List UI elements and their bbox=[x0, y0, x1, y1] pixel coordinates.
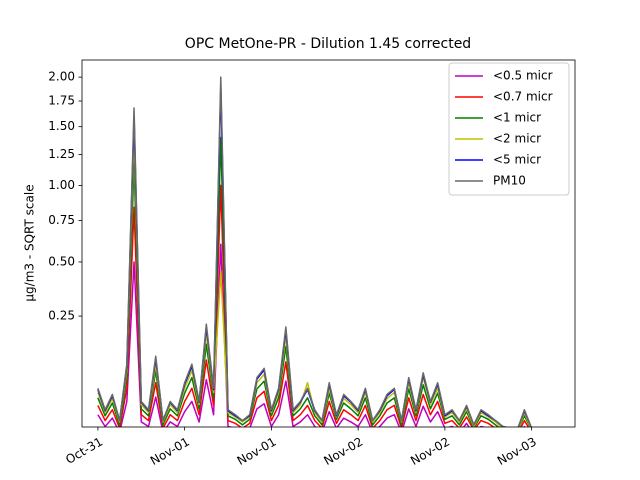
y-tick-label: 1.75 bbox=[48, 94, 75, 108]
y-tick-label: 1.50 bbox=[48, 119, 75, 133]
legend-label: <1 micr bbox=[493, 111, 541, 125]
series-line bbox=[97, 184, 530, 427]
axes-frame bbox=[81, 59, 576, 428]
y-tick-label: 2.00 bbox=[48, 70, 75, 84]
series-line bbox=[97, 76, 532, 427]
y-tick-label: 0.75 bbox=[48, 213, 75, 227]
series-line bbox=[97, 136, 531, 427]
y-tick-label: 1.00 bbox=[48, 178, 75, 192]
plot-lines bbox=[97, 76, 532, 427]
legend-label: <5 micr bbox=[493, 153, 541, 167]
y-tick-label: 0.50 bbox=[48, 254, 75, 268]
y-tick-label: 1.25 bbox=[48, 147, 75, 161]
series-line bbox=[97, 243, 526, 427]
chart-title: OPC MetOne-PR - Dilution 1.45 corrected bbox=[185, 36, 471, 52]
y-axis-label: µg/m3 - SQRT scale bbox=[23, 184, 37, 301]
legend-label: <0.7 micr bbox=[493, 90, 553, 104]
legend-label: PM10 bbox=[493, 174, 526, 188]
legend-label: <0.5 micr bbox=[493, 69, 553, 83]
legend-box bbox=[448, 62, 570, 196]
y-tick-label: 0.25 bbox=[48, 309, 75, 323]
legend-label: <2 micr bbox=[493, 132, 541, 146]
